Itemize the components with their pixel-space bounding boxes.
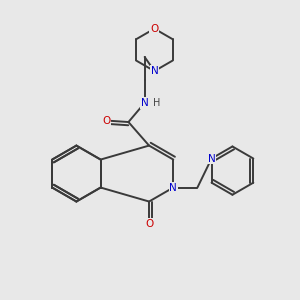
- Text: N: N: [151, 66, 158, 76]
- Text: H: H: [153, 98, 160, 108]
- Text: N: N: [141, 98, 148, 108]
- Text: N: N: [169, 182, 177, 193]
- Text: O: O: [102, 116, 110, 126]
- Text: O: O: [150, 24, 158, 34]
- Text: N: N: [208, 154, 215, 164]
- Text: O: O: [145, 219, 153, 229]
